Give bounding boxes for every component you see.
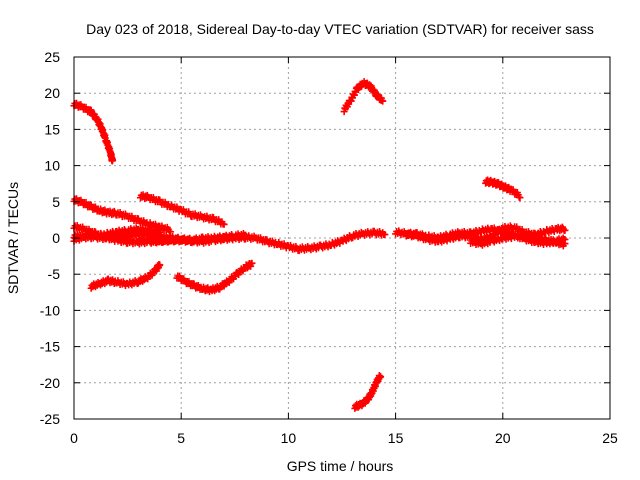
y-tick-label: 15: [44, 121, 60, 137]
x-tick-label: 15: [388, 430, 404, 446]
y-tick-label: -25: [40, 411, 60, 427]
y-tick-label: 25: [44, 49, 60, 65]
y-tick-label: -15: [40, 339, 60, 355]
y-tick-label: 10: [44, 158, 60, 174]
y-axis-label: SDTVAR / TECUs: [5, 182, 21, 294]
y-tick-label: 5: [52, 194, 60, 210]
y-tick-label: -10: [40, 302, 60, 318]
x-tick-label: 25: [602, 430, 618, 446]
x-tick-label: 5: [177, 430, 185, 446]
y-tick-label: -20: [40, 375, 60, 391]
x-axis-label: GPS time / hours: [287, 458, 394, 474]
y-tick-label: -5: [48, 266, 61, 282]
y-tick-label: 20: [44, 85, 60, 101]
sdtvar-chart: Day 023 of 2018, Sidereal Day-to-day VTE…: [0, 0, 640, 480]
chart-title: Day 023 of 2018, Sidereal Day-to-day VTE…: [86, 21, 594, 37]
x-tick-label: 0: [70, 430, 78, 446]
x-tick-label: 20: [495, 430, 511, 446]
x-tick-label: 10: [281, 430, 297, 446]
y-tick-label: 0: [52, 230, 60, 246]
